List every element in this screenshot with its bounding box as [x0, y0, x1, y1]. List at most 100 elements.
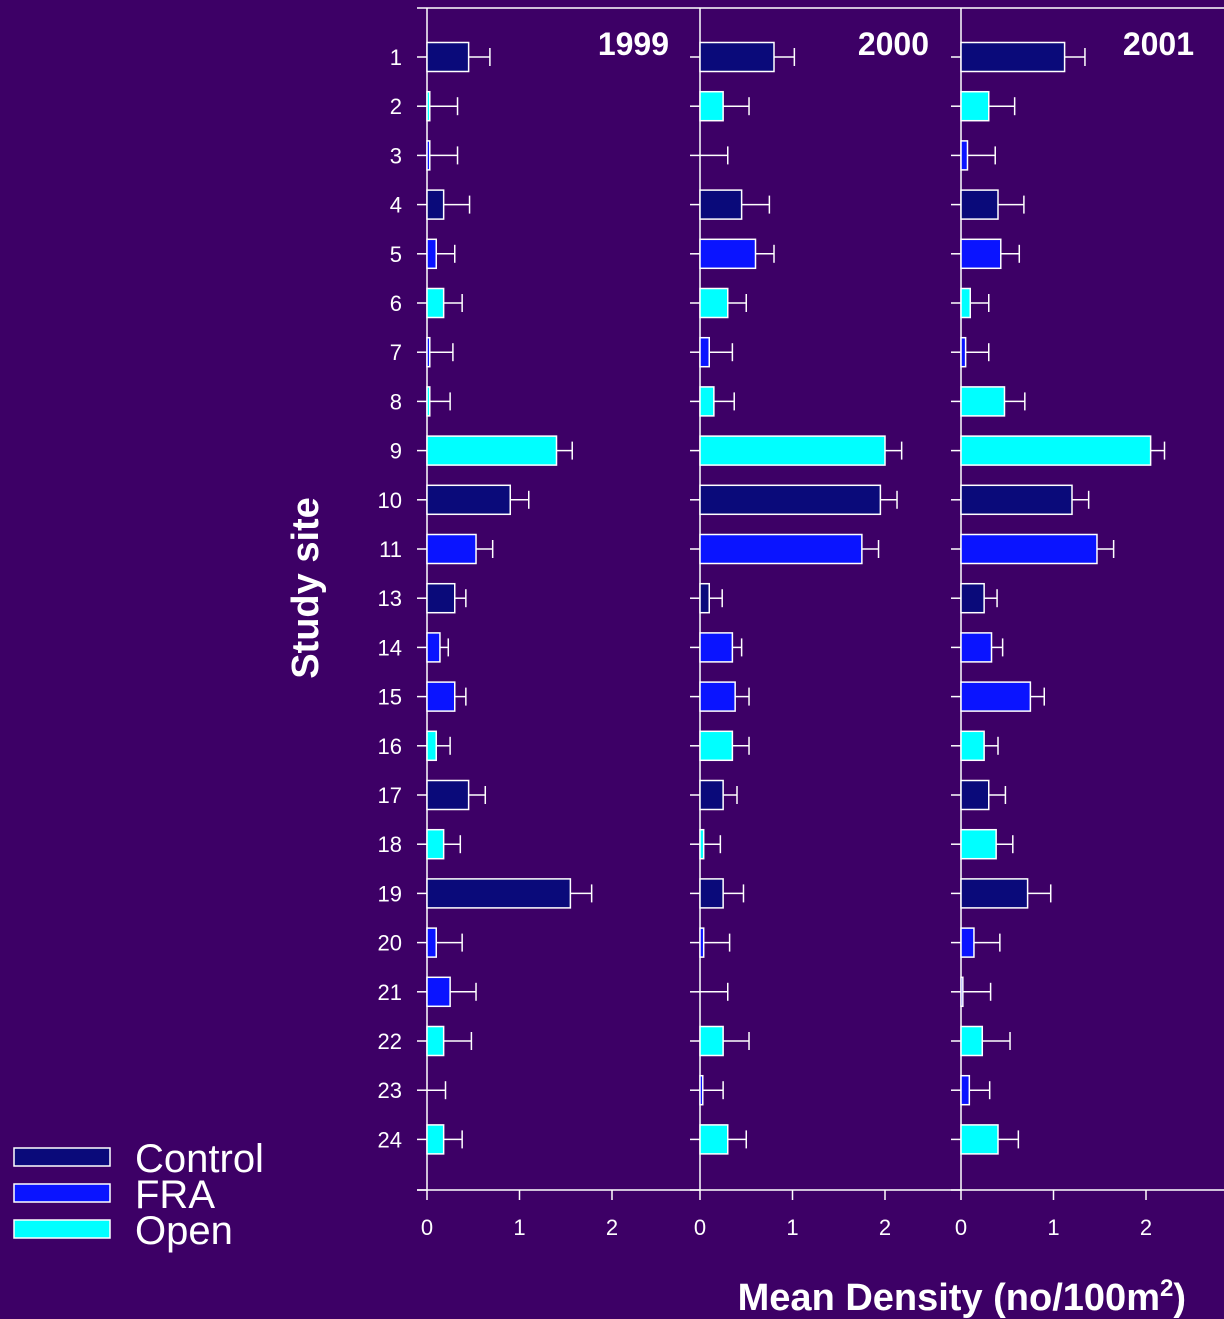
x-axis-title-superscript: 2: [1160, 1275, 1173, 1302]
plot-area: 1234567891011131415161718192021222324199…: [378, 7, 1224, 1240]
bar-fra: [426, 976, 451, 1008]
bar-open: [426, 1124, 445, 1155]
bar-open: [960, 90, 990, 122]
bar-control: [699, 582, 710, 614]
bar-fra: [426, 336, 431, 368]
bar-control: [426, 189, 445, 220]
y-tick-label: 6: [390, 291, 402, 316]
x-tick-label: 2: [606, 1215, 618, 1240]
y-tick-label: 11: [379, 537, 402, 562]
legend-swatch-open: [13, 1219, 111, 1239]
bar-control: [426, 878, 572, 909]
bar-fra: [960, 927, 975, 958]
bar-fra: [960, 632, 993, 663]
bar-open: [960, 730, 985, 762]
y-tick-label: 14: [378, 635, 402, 660]
bar-open: [960, 386, 1006, 417]
bar-control: [426, 582, 456, 614]
y-tick-label: 8: [390, 389, 402, 414]
bar-open: [699, 1025, 724, 1057]
legend-swatch-control: [13, 1147, 111, 1167]
x-tick-label: 0: [955, 1215, 967, 1240]
bar-control: [426, 41, 470, 73]
y-tick-label: 22: [378, 1029, 402, 1054]
y-tick-label: 13: [378, 586, 402, 611]
bar-open: [960, 435, 1152, 466]
x-tick-label: 2: [1140, 1215, 1152, 1240]
bar-open: [699, 828, 705, 860]
bar-fra: [426, 533, 477, 565]
y-tick-label: 7: [390, 340, 402, 365]
y-tick-label: 15: [378, 685, 402, 710]
bar-fra: [960, 681, 1032, 712]
bar-control: [426, 779, 470, 811]
bar-open: [426, 386, 431, 417]
bar-fra: [960, 238, 1002, 270]
y-tick-label: 5: [390, 242, 402, 267]
bar-fra: [960, 976, 964, 1008]
bar-fra: [699, 1074, 704, 1106]
bar-open: [426, 1025, 445, 1057]
y-tick-label: 21: [378, 980, 402, 1005]
bar-control: [960, 484, 1073, 516]
bar-open: [960, 287, 971, 319]
bar-fra: [960, 140, 969, 171]
bar-fra: [699, 681, 736, 712]
bar-fra: [960, 1074, 971, 1106]
legend-swatch-fra: [13, 1183, 111, 1203]
y-tick-label: 23: [378, 1078, 402, 1103]
panel-title: 2001: [1123, 26, 1194, 62]
bar-open: [699, 386, 715, 417]
bar-control: [699, 41, 775, 73]
y-tick-label: 19: [378, 881, 402, 906]
bar-fra: [699, 238, 757, 270]
bar-control: [699, 779, 724, 811]
bar-open: [699, 1124, 729, 1155]
bar-control: [960, 779, 990, 811]
bar-open: [960, 1025, 984, 1057]
bar-control: [699, 878, 724, 909]
bar-control: [960, 41, 1066, 73]
bar-control: [699, 189, 743, 220]
y-tick-label: 17: [378, 783, 402, 808]
y-tick-label: 1: [390, 45, 402, 70]
bar-fra: [426, 238, 437, 270]
panel-2001: 2001 0 1 2: [951, 8, 1194, 1240]
bar-open: [426, 730, 437, 762]
bar-open: [699, 287, 729, 319]
panel-1999: 1999 0 1 2: [417, 8, 669, 1240]
y-tick-label: 16: [378, 734, 402, 759]
x-tick-label: 1: [786, 1215, 798, 1240]
bar-control: [699, 484, 882, 516]
legend-label-open: Open: [135, 1209, 233, 1253]
bar-fra: [426, 632, 441, 663]
legend-label-control: Control: [135, 1137, 264, 1181]
bar-fra: [699, 533, 863, 565]
bar-fra: [699, 336, 710, 368]
panel-2000: 2000 0 1 2: [690, 8, 929, 1240]
bar-fra: [426, 927, 437, 958]
bar-fra: [960, 533, 1098, 565]
x-tick-label: 2: [879, 1215, 891, 1240]
y-tick-label: 24: [378, 1127, 402, 1152]
x-tick-label: 0: [694, 1215, 706, 1240]
y-tick-label: 20: [378, 931, 402, 956]
bar-open: [426, 828, 445, 860]
x-axis-title: Mean Density (no/100m2): [738, 1275, 1186, 1319]
bar-control: [960, 189, 999, 220]
bar-control: [960, 878, 1029, 909]
bar-open: [699, 730, 734, 762]
bar-open: [426, 90, 431, 122]
bar-open: [699, 435, 886, 466]
bar-control: [960, 582, 985, 614]
bar-open: [960, 828, 997, 860]
bar-fra: [699, 632, 734, 663]
bar-open: [699, 90, 724, 122]
y-tick-label: 18: [378, 832, 402, 857]
panel-title: 2000: [858, 26, 929, 62]
y-axis-title: Study site: [285, 497, 327, 679]
x-tick-label: 0: [421, 1215, 433, 1240]
y-tick-label: 10: [378, 488, 402, 513]
